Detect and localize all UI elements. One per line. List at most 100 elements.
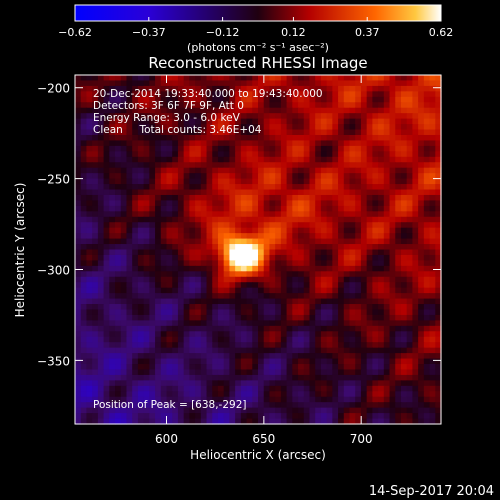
heatmap-cell xyxy=(252,364,259,371)
heatmap-cell xyxy=(229,369,236,376)
heatmap-cell xyxy=(109,107,116,114)
heatmap-cell xyxy=(338,244,345,251)
heatmap-cell xyxy=(400,238,408,245)
heatmap-cell xyxy=(155,293,162,300)
heatmap-cell xyxy=(435,314,442,321)
heatmap-cell xyxy=(400,118,408,125)
heatmap-cell xyxy=(349,325,356,332)
heatmap-cell xyxy=(395,151,402,158)
heatmap-cell xyxy=(258,304,265,311)
heatmap-cell xyxy=(240,140,248,147)
heatmap-cell xyxy=(280,314,288,321)
heatmap-cell xyxy=(120,194,128,202)
heatmap-cell xyxy=(86,102,93,109)
heatmap-cell xyxy=(269,369,276,376)
heatmap-cell xyxy=(338,320,345,327)
heatmap-cell xyxy=(269,151,276,158)
heatmap-cell xyxy=(275,402,282,409)
heatmap-cell xyxy=(286,402,293,409)
heatmap-cell xyxy=(235,407,242,414)
heatmap-cell xyxy=(298,249,305,256)
heatmap-cell xyxy=(366,184,373,191)
heatmap-cell xyxy=(189,402,196,409)
heatmap-cell xyxy=(332,325,339,332)
heatmap-cell xyxy=(343,113,351,120)
heatmap-cell xyxy=(383,396,391,403)
heatmap-cell xyxy=(137,374,145,381)
heatmap-cell xyxy=(132,418,139,425)
heatmap-cell xyxy=(423,336,431,343)
heatmap-cell xyxy=(235,254,242,261)
heatmap-cell xyxy=(338,374,345,381)
heatmap-cell xyxy=(103,238,110,245)
heatmap-cell xyxy=(160,200,168,207)
heatmap-cell xyxy=(183,320,190,327)
heatmap-cell xyxy=(235,233,242,240)
heatmap-cell xyxy=(389,331,396,338)
heatmap-cell xyxy=(286,254,293,261)
heatmap-cell xyxy=(435,260,442,267)
heatmap-cell xyxy=(206,249,213,256)
heatmap-cell xyxy=(400,353,408,360)
heatmap-cell xyxy=(149,271,156,278)
heatmap-cell xyxy=(400,140,408,147)
heatmap-cell xyxy=(97,287,105,294)
heatmap-cell xyxy=(326,418,333,425)
heatmap-cell xyxy=(303,80,311,87)
heatmap-cell xyxy=(97,309,105,316)
heatmap-cell xyxy=(423,233,431,240)
heatmap-cell xyxy=(126,113,133,120)
heatmap-cell xyxy=(412,145,419,152)
heatmap-cell xyxy=(166,244,173,251)
heatmap-cell xyxy=(320,211,328,218)
heatmap-cell xyxy=(263,309,271,316)
heatmap-cell xyxy=(263,233,271,240)
heatmap-cell xyxy=(400,96,408,103)
heatmap-cell xyxy=(343,244,351,251)
heatmap-cell xyxy=(240,189,248,196)
heatmap-cell xyxy=(155,369,162,376)
heatmap-cell xyxy=(177,369,185,376)
heatmap-cell xyxy=(206,167,213,174)
heatmap-cell xyxy=(246,216,253,223)
heatmap-cell xyxy=(132,265,139,272)
heatmap-cell xyxy=(280,287,288,294)
heatmap-cell xyxy=(223,413,231,420)
heatmap-cell xyxy=(166,309,173,316)
heatmap-cell xyxy=(217,151,225,158)
heatmap-cell xyxy=(383,216,391,223)
heatmap-cell xyxy=(343,336,351,343)
heatmap-cell xyxy=(183,358,190,365)
heatmap-cell xyxy=(292,249,299,256)
heatmap-cell xyxy=(383,342,391,349)
heatmap-cell xyxy=(435,244,442,251)
heatmap-cell xyxy=(97,107,105,114)
heatmap-cell xyxy=(223,238,231,245)
heatmap-cell xyxy=(103,276,110,283)
heatmap-cell xyxy=(349,227,356,234)
heatmap-cell xyxy=(292,200,299,207)
heatmap-cell xyxy=(149,205,156,212)
heatmap-cell xyxy=(246,200,253,207)
heatmap-cell xyxy=(75,91,82,98)
heatmap-cell xyxy=(292,134,299,142)
heatmap-cell xyxy=(92,282,99,289)
heatmap-cell xyxy=(166,156,173,163)
heatmap-cell xyxy=(349,200,356,207)
heatmap-cell xyxy=(303,75,311,82)
heatmap-cell xyxy=(349,358,356,365)
heatmap-cell xyxy=(235,276,242,283)
heatmap-cell xyxy=(235,184,242,191)
heatmap-cell xyxy=(395,233,402,240)
heatmap-cell xyxy=(303,167,311,174)
heatmap-cell xyxy=(86,194,93,202)
heatmap-cell xyxy=(103,331,110,338)
colorbar-tick-label: 0.12 xyxy=(281,26,306,39)
heatmap-cell xyxy=(418,385,425,392)
heatmap-cell xyxy=(269,336,276,343)
heatmap-cell xyxy=(206,353,213,360)
heatmap-cell xyxy=(435,418,442,425)
heatmap-cell xyxy=(252,342,259,349)
heatmap-cell xyxy=(229,374,236,381)
heatmap-cell xyxy=(360,331,368,338)
